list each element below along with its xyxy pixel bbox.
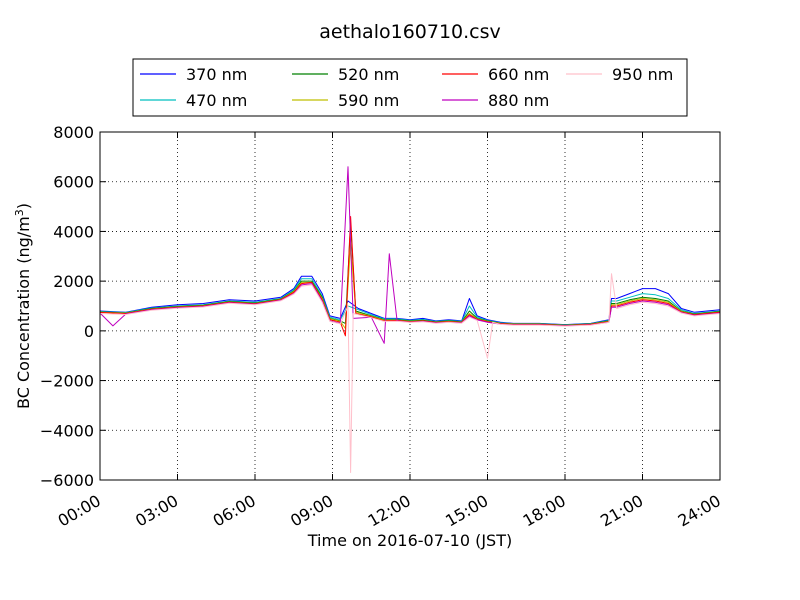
legend-box [132, 58, 688, 117]
y-axis-title-main: BC Concentration (ng/m [14, 216, 33, 409]
legend-label: 660 nm [488, 65, 549, 84]
series-layer [99, 166, 721, 473]
legend-label: 950 nm [612, 65, 673, 84]
legend-label: 590 nm [338, 91, 399, 110]
series-line [99, 273, 721, 473]
y-tick-label: −4000 [40, 421, 94, 440]
legend: 370 nm 470 nm 520 nm 590 nm 660 nm 880 nm 950 … [132, 58, 688, 117]
y-tick-label: −6000 [40, 471, 94, 490]
y-axis-title-end: ) [14, 203, 33, 209]
x-axis-title: Time on 2016-07-10 (JST) [307, 531, 512, 550]
legend-label: 520 nm [338, 65, 399, 84]
ticks [99, 131, 721, 481]
y-tick-label: 8000 [53, 123, 94, 142]
series-line [99, 275, 721, 326]
y-axis-title: BC Concentration (ng/m3) [13, 203, 34, 409]
legend-label: 880 nm [488, 91, 549, 110]
y-tick-label: 2000 [53, 272, 94, 291]
y-tick-label: 4000 [53, 222, 94, 241]
legend-label: 370 nm [186, 65, 247, 84]
chart-title: aethalo160710.csv [319, 21, 501, 43]
y-axis-title-sup: 3 [13, 209, 26, 216]
legend-label: 470 nm [186, 91, 247, 110]
y-tick-label: −2000 [40, 372, 94, 391]
y-tick-label: 0 [84, 322, 94, 341]
series-line [99, 278, 721, 326]
y-tick-label: 6000 [53, 173, 94, 192]
